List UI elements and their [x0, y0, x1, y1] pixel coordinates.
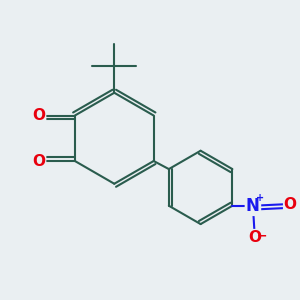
- Text: +: +: [256, 194, 264, 203]
- Text: O: O: [33, 108, 46, 123]
- Text: O: O: [248, 230, 261, 244]
- Text: N: N: [246, 197, 260, 215]
- Text: O: O: [33, 154, 46, 169]
- Text: −: −: [256, 230, 267, 242]
- Text: O: O: [284, 197, 297, 212]
